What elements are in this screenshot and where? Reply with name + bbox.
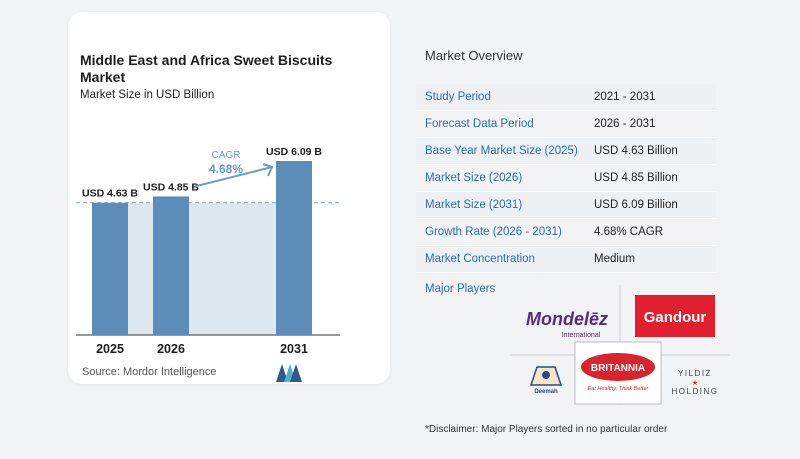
major-players-logos: Mondelēz International Gandour Deemah BR…: [510, 285, 730, 405]
britannia-logo-text: BRITANNIA: [591, 363, 645, 374]
gandour-logo: Gandour: [635, 295, 715, 337]
britannia-logo: BRITANNIA Eat Healthy, Think Better: [574, 341, 662, 405]
chart-subtitle: Market Size in USD Billion: [80, 89, 215, 101]
bar-chart: USD 4.63 B 2025 USD 4.85 B 2026 USD 6.09 B 20…: [76, 146, 340, 356]
overview-row: Base Year Market Size (2025) USD 4.63 Bil…: [416, 138, 716, 165]
market-overview-table: Study Period 2021 - 2031 Forecast Data Per…: [416, 84, 716, 273]
x-tick-label: 2031: [280, 342, 308, 356]
overview-row-value: USD 6.09 Billion: [594, 199, 678, 211]
bar-2025: [92, 202, 128, 335]
overview-row-value: 2026 - 2031: [594, 118, 656, 130]
x-tick-label: 2026: [157, 342, 185, 356]
overview-row: Market Size (2026) USD 4.85 Billion: [416, 165, 716, 192]
overview-row-label: Study Period: [425, 91, 491, 103]
source-note: Source: Mordor Intelligence: [82, 366, 217, 378]
overview-row: Study Period 2021 - 2031: [416, 84, 716, 111]
cagr-arrow-head-icon: [262, 163, 274, 177]
mondelez-logo: Mondelēz International: [526, 309, 608, 339]
bar-2031: [276, 161, 312, 335]
mondelez-logo-text: Mondelēz: [526, 309, 608, 329]
deemah-logo-text: Deemah: [534, 389, 558, 395]
overview-row-value: USD 4.63 Billion: [594, 145, 678, 157]
overview-row: Market Concentration Medium: [416, 246, 716, 273]
bar-value-label: USD 4.85 B: [143, 181, 199, 193]
overview-row-label: Market Size (2031): [425, 199, 523, 211]
mordor-intelligence-logo-icon: [276, 364, 302, 382]
bar-2026: [153, 196, 189, 335]
yildiz-logo-line2: HOLDING: [672, 387, 719, 396]
deemah-logo: Deemah: [529, 366, 563, 395]
x-tick-label: 2025: [96, 342, 124, 356]
overview-row-value: 2021 - 2031: [594, 91, 656, 103]
market-size-chart-card: Middle East and Africa Sweet Biscuits Ma…: [68, 12, 390, 384]
gandour-logo-text: Gandour: [644, 309, 707, 326]
bar-value-label: USD 6.09 B: [266, 146, 322, 158]
market-overview-title: Market Overview: [425, 48, 523, 63]
overview-row-value: Medium: [594, 253, 635, 265]
chart-title: Middle East and Africa Sweet Biscuits Ma…: [80, 52, 333, 85]
major-players-title: Major Players: [425, 283, 496, 295]
overview-row-label: Base Year Market Size (2025): [425, 145, 578, 157]
mondelez-logo-subtext: International: [562, 332, 601, 339]
overview-row: Market Size (2031) USD 6.09 Billion: [416, 192, 716, 219]
overview-row-value: 4.68% CAGR: [594, 226, 664, 238]
britannia-logo-tagline: Eat Healthy, Think Better: [588, 386, 650, 392]
yildiz-star-icon: ★: [692, 379, 698, 387]
yildiz-holding-logo: YILDIZ ★ HOLDING: [672, 369, 719, 396]
cagr-value: 4.68%: [209, 162, 243, 176]
yildiz-logo-line1: YILDIZ: [678, 369, 712, 378]
overview-row-label: Market Size (2026): [425, 172, 523, 184]
overview-row-value: USD 4.85 Billion: [594, 172, 678, 184]
overview-row: Growth Rate (2026 - 2031) 4.68% CAGR: [416, 219, 716, 246]
overview-row-label: Forecast Data Period: [425, 118, 534, 130]
overview-row-label: Market Concentration: [425, 253, 535, 265]
cagr-arrow-line: [194, 166, 273, 188]
disclaimer-note: *Disclaimer: Major Players sorted in no …: [425, 424, 668, 435]
overview-row: Forecast Data Period 2026 - 2031: [416, 111, 716, 138]
overview-row-label: Growth Rate (2026 - 2031): [425, 226, 562, 238]
cagr-label: CAGR: [212, 150, 241, 161]
bar-value-label: USD 4.63 B: [82, 188, 138, 200]
